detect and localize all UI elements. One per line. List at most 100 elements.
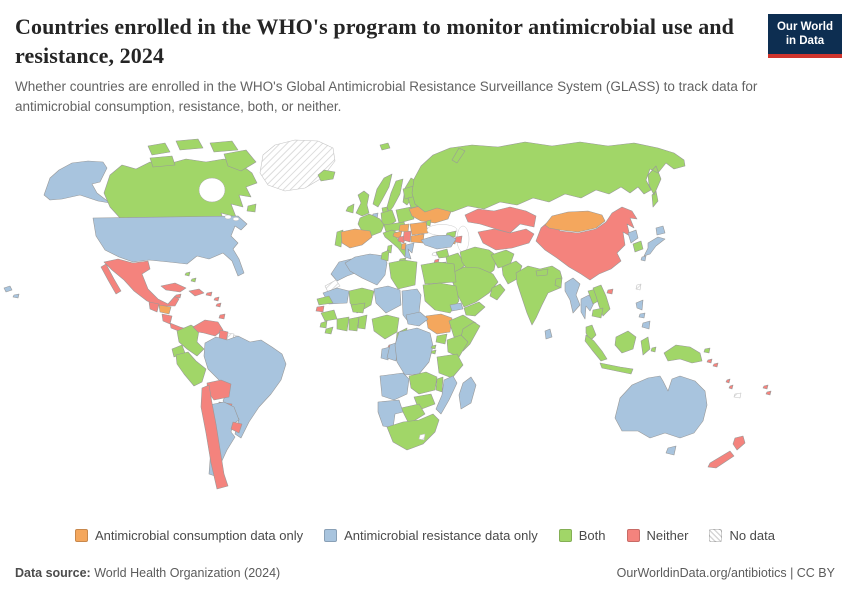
map-country-new-zealand[interactable] <box>707 435 746 469</box>
map-country-india[interactable] <box>515 265 563 326</box>
map-country-lesser-antilles[interactable] <box>213 296 222 308</box>
map-country-albania[interactable] <box>400 242 407 251</box>
legend-item-consumption[interactable]: Antimicrobial consumption data only <box>75 528 303 543</box>
legend-item-neither[interactable]: Neither <box>626 528 688 543</box>
map-country-romania[interactable] <box>409 221 429 236</box>
map-country-burundi[interactable] <box>430 349 437 355</box>
map-country-south-sudan[interactable] <box>425 313 453 335</box>
map-country-vietnam[interactable] <box>592 284 611 317</box>
map-country-central-asia[interactable] <box>477 228 535 251</box>
map-country-kenya[interactable] <box>446 334 469 358</box>
map-country-madagascar[interactable] <box>458 376 477 410</box>
map-country-zambia[interactable] <box>408 371 438 395</box>
map-country-oman[interactable] <box>489 283 506 301</box>
map-country-afghanistan[interactable] <box>490 249 515 269</box>
map-country-eritrea[interactable] <box>449 302 464 312</box>
map-country-guinea-bissau[interactable] <box>315 305 325 313</box>
map-country-bangladesh[interactable] <box>554 277 563 289</box>
map-country-tanzania[interactable] <box>436 353 464 379</box>
map-country-lesotho[interactable] <box>418 433 426 441</box>
map-country-nigeria[interactable] <box>371 314 400 340</box>
map-country-indonesia[interactable] <box>584 330 657 375</box>
map-country-rwanda[interactable] <box>430 344 437 350</box>
map-country-angola[interactable] <box>379 372 410 401</box>
map-country-greenland[interactable] <box>259 139 336 192</box>
map-country-myanmar[interactable] <box>564 277 581 314</box>
map-country-spain[interactable] <box>340 228 373 249</box>
map-country-ireland[interactable] <box>345 203 355 214</box>
map-country-uganda[interactable] <box>435 333 448 345</box>
map-country-liberia[interactable] <box>324 326 334 335</box>
map-country-australia[interactable] <box>614 375 708 456</box>
legend-item-both[interactable]: Both <box>558 528 606 543</box>
map-country-sri-lanka[interactable] <box>544 328 553 340</box>
map-country-turkey[interactable] <box>420 234 457 250</box>
map-country-tunisia[interactable] <box>380 249 390 262</box>
map-country-nicaragua[interactable] <box>161 313 173 325</box>
credit-link[interactable]: OurWorldinData.org/antibiotics | CC BY <box>616 566 835 580</box>
map-country-burkina-faso[interactable] <box>350 302 366 314</box>
map-country-cuba[interactable] <box>160 282 187 293</box>
map-country-papua-new-guinea[interactable] <box>663 344 711 364</box>
map-country-taiwan[interactable] <box>635 283 642 291</box>
map-country-iceland[interactable] <box>317 169 336 182</box>
map-country-algeria[interactable] <box>344 253 388 286</box>
map-country-cambodia[interactable] <box>591 307 604 319</box>
map-country-north-korea[interactable] <box>627 229 639 244</box>
map-country-guinea[interactable] <box>320 309 338 322</box>
map-country-sierra-leone[interactable] <box>319 320 328 329</box>
map-country-hawaii[interactable] <box>3 285 20 299</box>
map-country-central-african-republic[interactable] <box>405 311 429 327</box>
map-country-botswana[interactable] <box>400 403 426 425</box>
map-country-bulgaria[interactable] <box>410 233 425 244</box>
map-country-alaska[interactable] <box>43 160 111 204</box>
map-country-libya[interactable] <box>388 259 418 290</box>
map-country-nepal[interactable] <box>535 268 549 277</box>
legend-item-resistance[interactable]: Antimicrobial resistance data only <box>324 528 538 543</box>
map-country-chile[interactable] <box>200 384 229 490</box>
legend-item-no-data[interactable]: No data <box>709 528 775 543</box>
map-country-serbia[interactable] <box>402 230 412 243</box>
map-country-cyprus[interactable] <box>431 251 438 257</box>
map-country-russia[interactable] <box>411 141 686 213</box>
map-country-new-caledonia[interactable] <box>733 392 742 399</box>
map-country-uruguay[interactable] <box>230 421 243 434</box>
map-country-niger[interactable] <box>373 285 402 314</box>
map-country-china[interactable] <box>535 206 638 295</box>
map-country-poland[interactable] <box>395 206 415 224</box>
map-country-ghana[interactable] <box>348 316 360 332</box>
map-country-kazakhstan[interactable] <box>464 206 537 234</box>
map-country-bahamas[interactable] <box>184 271 197 283</box>
map-country-trinidad[interactable] <box>218 313 226 320</box>
map-country-hungary[interactable] <box>398 223 410 233</box>
map-country-ivory-coast[interactable] <box>336 316 350 332</box>
map-country-namibia[interactable] <box>377 399 404 429</box>
map-country-azerbaijan[interactable] <box>454 235 463 244</box>
map-country-vanuatu[interactable] <box>725 378 734 390</box>
map-country-mozambique[interactable] <box>435 375 458 415</box>
map-country-canada-arctic[interactable] <box>147 138 257 213</box>
map-country-solomon-islands[interactable] <box>706 358 719 368</box>
map-country-togo-benin[interactable] <box>357 314 368 330</box>
map-country-mexico[interactable] <box>100 258 180 307</box>
map-country-south-korea[interactable] <box>632 240 644 253</box>
map-country-malawi[interactable] <box>435 376 444 393</box>
map-country-fiji[interactable] <box>762 384 772 396</box>
map-country-egypt[interactable] <box>420 261 457 285</box>
map-country-philippines[interactable] <box>635 299 651 330</box>
map-country-jamaica[interactable] <box>174 293 182 299</box>
map-country-japan[interactable] <box>640 225 666 262</box>
map-country-south-africa[interactable] <box>386 413 440 451</box>
map-country-guatemala[interactable] <box>148 301 160 313</box>
map-country-united-kingdom[interactable] <box>355 190 370 217</box>
map-country-western-sahara[interactable] <box>324 279 341 293</box>
map-country-venezuela[interactable] <box>192 319 224 337</box>
map-country-norway[interactable] <box>372 142 393 208</box>
map-country-yemen[interactable] <box>463 301 486 317</box>
map-country-senegal[interactable] <box>316 295 334 306</box>
map-country-mongolia[interactable] <box>544 210 606 233</box>
map-country-peru[interactable] <box>175 351 207 387</box>
owid-logo[interactable]: Our World in Data <box>768 14 842 58</box>
map-country-hispaniola[interactable] <box>188 288 205 297</box>
map-country-puerto-rico[interactable] <box>205 291 213 297</box>
